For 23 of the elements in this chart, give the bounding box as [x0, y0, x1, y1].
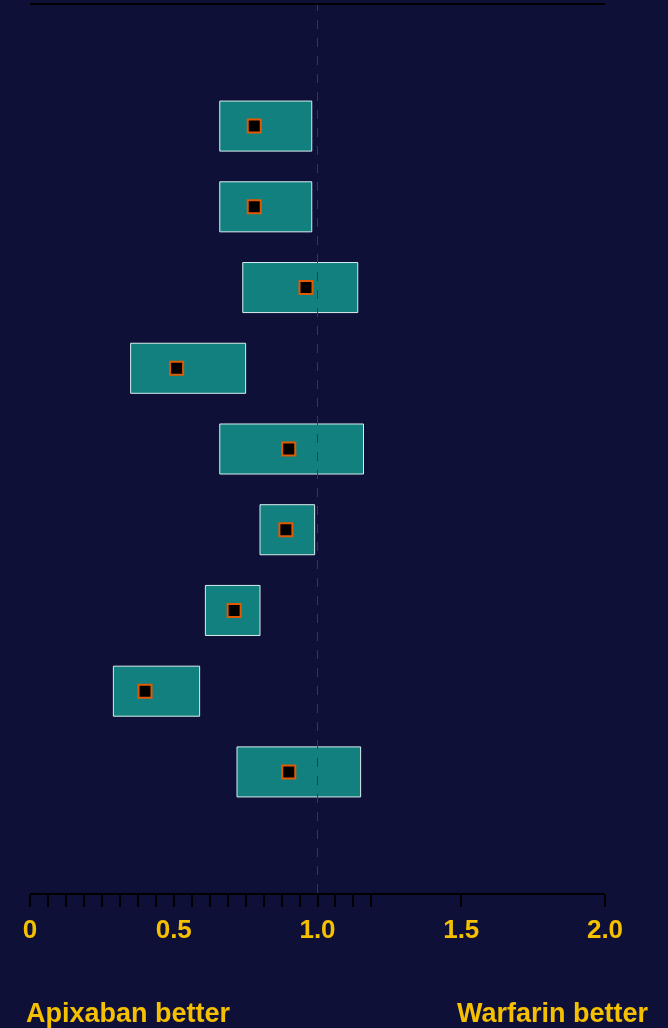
x-tick-label: 2.0 — [586, 913, 624, 944]
bar — [219, 100, 313, 152]
bar — [242, 262, 359, 314]
bar — [204, 584, 261, 636]
x-tick-label: 0.5 — [155, 913, 192, 944]
point — [169, 360, 185, 376]
bar — [236, 746, 362, 798]
bar — [219, 181, 313, 233]
x-tick-label: 1.0 — [299, 913, 336, 944]
point — [298, 280, 314, 296]
text: Apixaban better — [26, 998, 231, 1028]
point — [281, 441, 297, 457]
x-tick-label: 1.5 — [443, 913, 480, 944]
bar — [259, 504, 316, 556]
bar — [112, 665, 201, 717]
text: Warfarin better — [457, 998, 649, 1028]
bar — [130, 342, 247, 394]
point — [137, 683, 153, 699]
point — [246, 199, 262, 215]
x-tick-label: 0 — [22, 913, 38, 944]
point — [246, 118, 262, 134]
point — [281, 764, 297, 780]
bar — [219, 423, 364, 475]
